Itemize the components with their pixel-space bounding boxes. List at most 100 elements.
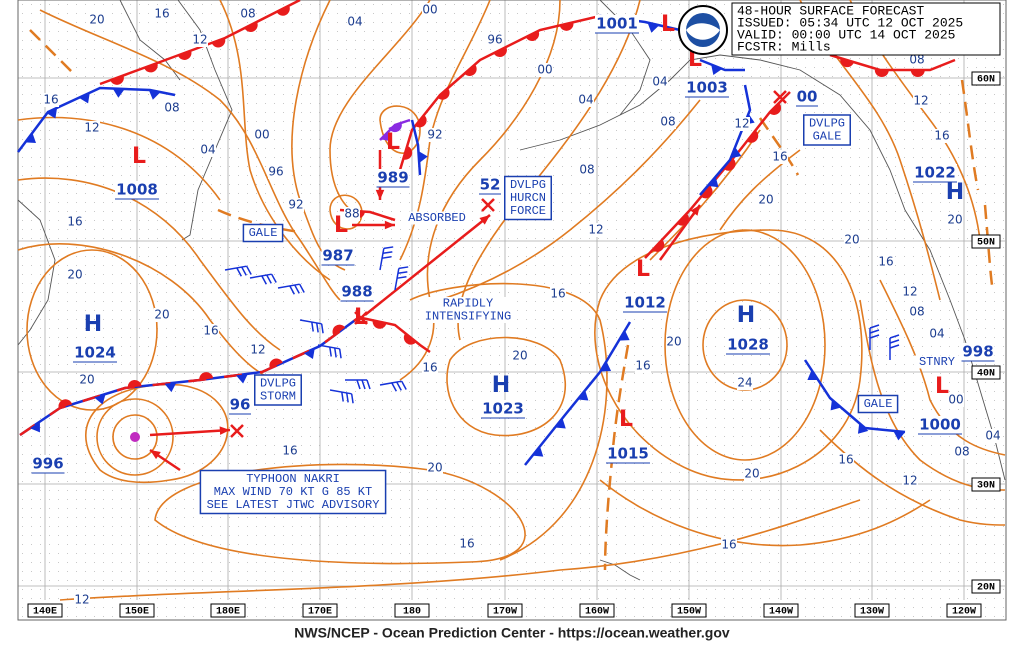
front-triangle [418,151,428,164]
front-triangle [830,399,842,411]
central-pressure: 1015 [607,445,649,463]
system-symbol: H [737,303,755,328]
central-pressure: 96 [230,396,251,414]
barb-feather [889,344,900,349]
lon-label: 180 [403,607,421,618]
system-symbol: L [354,305,368,330]
system-symbol: H [84,312,102,337]
lon-label-box [210,603,246,618]
future-position [481,198,495,212]
isobar-label-bg [79,373,95,387]
front-semicircle [746,130,759,143]
barb-staff [299,319,322,325]
isobar-label-bg [947,213,963,227]
isobar-label-bg [954,445,970,459]
front-semicircle [110,75,124,85]
isobar-label: 04 [578,93,593,107]
isobar-label: 20 [89,13,104,27]
isobar-label: 16 [838,453,853,467]
isobar-label-bg [578,93,594,107]
isobar-label-bg [67,268,83,282]
lon-label: 170E [308,607,332,618]
isobar-label: 12 [902,285,917,299]
movement-arrow [364,214,491,316]
isobar-label-bg [721,538,737,552]
isobar-label: 24 [737,376,752,390]
wind-barbs [224,246,900,404]
isobar-label: 16 [550,287,565,301]
lat-label-box [971,365,1001,380]
barb-feather [396,381,402,391]
isobar-label-bg [550,287,566,301]
isobar-label-bg [288,198,304,212]
pressure-box [685,79,729,97]
lon-label-box [671,603,707,618]
isobar-label-bg [74,593,90,607]
isobar-label-bg [737,376,753,390]
barb-feather [397,271,408,275]
typhoon-symbol [130,432,140,442]
header: 48-HOUR SURFACE FORECAST ISSUED: 05:34 U… [678,2,1001,56]
annotation-box [199,469,387,515]
central-pressure: 1008 [116,181,158,199]
isobar-label: 12 [588,223,603,237]
annotation-text: GALE [813,130,842,144]
annotation-text: HURCN [510,191,546,205]
isobar-label: 16 [721,538,736,552]
system-symbol: L [619,407,633,432]
header-line: VALID: 00:00 UTC 14 OCT 2025 [737,27,955,42]
isobar-label-bg [844,233,860,247]
isobar-label-bg [909,305,925,319]
barb-feather [266,274,272,284]
system-symbol: L [935,374,949,399]
isobar-label: 16 [43,93,58,107]
isobar-label-bg [635,359,651,373]
lon-label-box [579,603,615,618]
lon-label-box [487,603,523,618]
isobar-label-bg [838,453,854,467]
isobar-label-bg [744,467,760,481]
isobar-label-bg [660,115,676,129]
annotation-text: DVLPG [809,117,845,131]
labels: 140E 150E 180E 170E 180 170W 160W 150W 140W 130W 1… [27,3,1001,618]
system-symbol: L [661,12,675,37]
future-position [773,90,787,104]
front-line [699,58,745,72]
lon-label: 180E [216,607,240,618]
front-semicircle [525,30,540,41]
isobar-label: 92 [288,198,303,212]
front-semicircle [724,158,736,171]
front-semicircle [199,372,214,381]
isobar-label-bg [43,93,59,107]
front-semicircle [244,21,258,32]
central-pressure: 1028 [727,336,769,354]
annotation-box [803,114,851,146]
isobar-label-bg [902,474,918,488]
pressure-box [321,247,355,265]
barb-staff [329,389,352,395]
isobar-label-bg [240,7,256,21]
isobar-label: 16 [422,361,437,375]
pressure-box [623,294,667,312]
annotation-text: GALE [249,226,278,240]
pressure-box [796,88,818,106]
isobar-label-bg [512,349,528,363]
isobar-label: 12 [902,474,917,488]
footer: NWS/NCEP - Ocean Prediction Center - htt… [294,625,730,641]
isobar-label: 20 [758,193,773,207]
barb-feather [366,379,371,390]
barb-feather [329,346,332,357]
annotation-box [504,175,552,221]
isobar-label: 08 [240,7,255,21]
pressure-box [479,176,501,194]
isobar-label-bg [203,324,219,338]
arrow-head [150,450,161,460]
isobar-label: 04 [200,143,215,157]
isobar-label-bg [427,461,443,475]
isobar-label: 00 [422,3,437,17]
front-semicircle [58,399,73,409]
front-triangle [380,130,392,142]
front-triangle [46,107,58,119]
noaa-logo [678,5,728,55]
lon-label-box [854,603,890,618]
